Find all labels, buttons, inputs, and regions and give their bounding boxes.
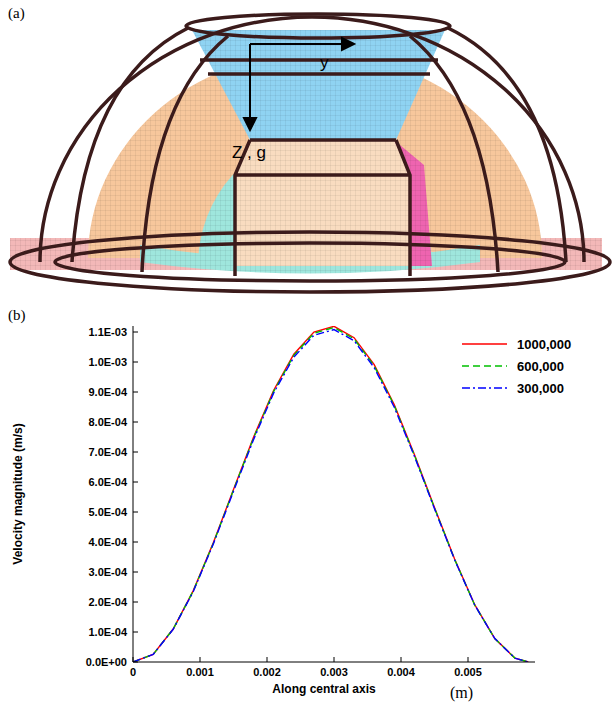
y-tick — [133, 542, 138, 543]
y-axis — [133, 326, 134, 662]
axes — [133, 326, 535, 662]
y-tick-label: 0.0E+00 — [86, 656, 127, 668]
x-axis-title: Along central axis — [272, 682, 376, 696]
y-tick — [133, 482, 138, 483]
series-line — [133, 328, 528, 663]
x-tick — [401, 657, 402, 662]
y-axis-title: Velocity magnitude (m/s) — [11, 423, 25, 564]
plot-lines — [133, 326, 528, 662]
x-tick-label: 0 — [130, 666, 136, 678]
y-tick-label: 1.0E-03 — [88, 356, 127, 368]
x-tick — [133, 657, 134, 662]
panel-a: (a) y Z , g — [8, 5, 610, 292]
y-tick — [133, 362, 138, 363]
inner-dome — [198, 138, 432, 266]
legend: 1000,000 600,000 300,000 — [462, 337, 571, 396]
arrow-head — [244, 118, 256, 130]
cage — [10, 14, 610, 292]
legend-swatch — [462, 387, 507, 389]
x-axis-unit: (m) — [450, 684, 473, 702]
y-tick-label: 4.0E-04 — [88, 536, 127, 548]
axis-label: y — [320, 53, 329, 72]
legend-label: 300,000 — [517, 381, 564, 396]
arrow-z — [249, 44, 251, 120]
x-tick-label: 0.001 — [186, 666, 214, 678]
axis-label: Z , g — [232, 143, 266, 162]
y-tick-label: 7.0E-04 — [88, 446, 127, 458]
y-tick-label: 3.0E-04 — [88, 566, 127, 578]
axes-arrows — [244, 38, 354, 130]
figure: (a) y Z , g (b) 0.0E+00 1.0E-04 2.0E-04 3.0E-04… — [0, 0, 612, 710]
y-tick — [133, 512, 138, 513]
panel-letter: (b) — [8, 307, 26, 324]
y-tick — [133, 632, 138, 633]
cage-rib — [448, 28, 566, 262]
y-tick-label: 8.0E-04 — [88, 416, 127, 428]
arrow-head — [342, 38, 354, 50]
y-tick-label: 5.0E-04 — [88, 506, 127, 518]
panel-letter: (a) — [8, 5, 25, 22]
legend-swatch — [462, 343, 507, 345]
y-tick — [133, 602, 138, 603]
x-tick-label: 0.003 — [320, 666, 348, 678]
series-line — [133, 330, 528, 662]
x-tick — [468, 657, 469, 662]
y-tick-label: 9.0E-04 — [88, 386, 127, 398]
cage-band — [200, 60, 438, 74]
inner-side — [394, 140, 432, 266]
cage-rib — [72, 28, 188, 262]
cage-ring — [186, 14, 450, 38]
x-tick-label: 0.005 — [454, 666, 482, 678]
y-tick — [133, 422, 138, 423]
cage-base-ring — [10, 232, 610, 292]
x-tick — [200, 657, 201, 662]
y-tick — [133, 572, 138, 573]
y-tick-label: 2.0E-04 — [88, 596, 127, 608]
y-tick-label: 1.0E-04 — [88, 626, 127, 638]
legend-label: 600,000 — [517, 359, 564, 374]
y-tick — [133, 332, 138, 333]
y-tick — [133, 662, 138, 663]
legend-label: 1000,000 — [517, 337, 571, 352]
arrow-y — [250, 43, 344, 45]
y-tick — [133, 452, 138, 453]
y-tick-label: 1.1E-03 — [88, 326, 127, 338]
legend-swatch — [462, 365, 507, 367]
x-tick-label: 0.002 — [253, 666, 281, 678]
x-tick-label: 0.004 — [387, 666, 415, 678]
x-tick — [334, 657, 335, 662]
y-tick-label: 6.0E-04 — [88, 476, 127, 488]
cage-base-ring — [55, 243, 565, 281]
panel-b: (b) 0.0E+00 1.0E-04 2.0E-04 3.0E-04 4.0E-04 5.… — [8, 307, 571, 702]
series-line — [133, 326, 528, 662]
x-tick — [267, 657, 268, 662]
y-tick — [133, 392, 138, 393]
top-band — [192, 30, 445, 140]
